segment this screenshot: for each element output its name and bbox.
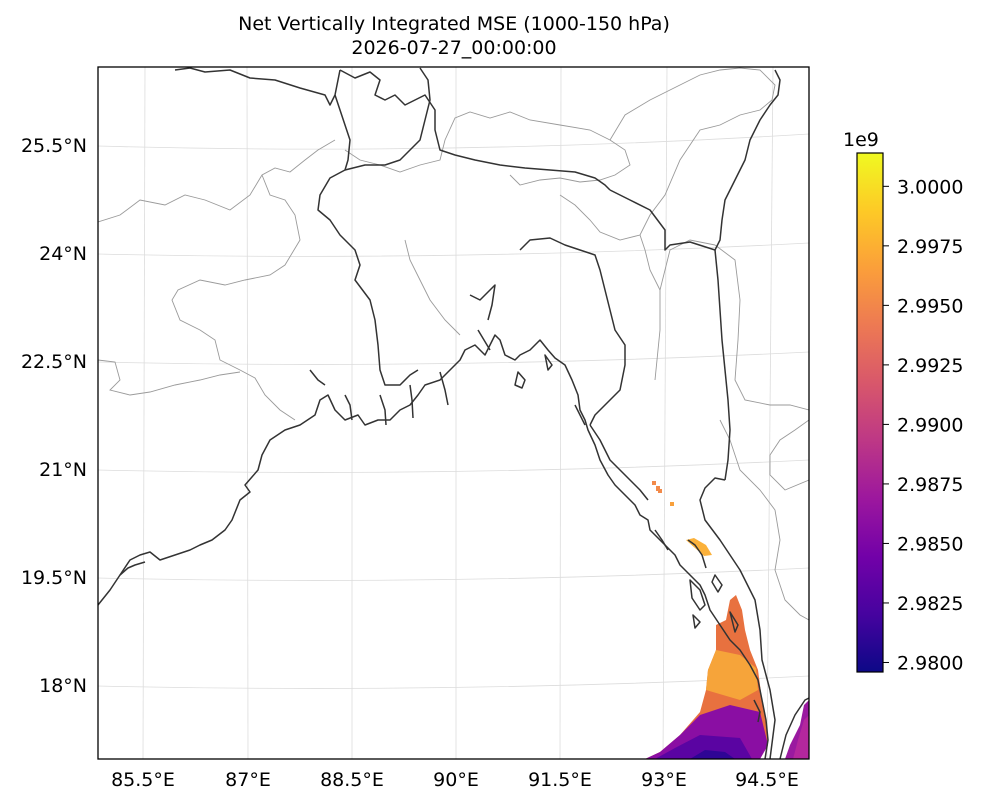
colorbar-bar	[856, 152, 884, 673]
coastline	[729, 611, 739, 633]
coastline	[514, 371, 526, 389]
coastline	[309, 369, 326, 386]
country-boundary	[699, 477, 776, 759]
colorbar-tick-label: 2.9950	[897, 295, 963, 317]
colorbar-multiplier: 1e9	[843, 129, 879, 151]
colorbar-tick-label: 2.9975	[897, 236, 963, 258]
coastline	[574, 404, 586, 426]
state-boundary	[639, 234, 661, 381]
field-cell	[670, 502, 674, 506]
x-tick-label: 94.5°E	[735, 769, 799, 791]
field-cell	[652, 481, 656, 485]
state-boundary	[171, 174, 301, 421]
country-boundary	[519, 237, 626, 426]
state-boundary	[344, 111, 631, 186]
parallel-21	[98, 459, 809, 473]
x-tick-label: 87°E	[225, 769, 271, 791]
map-content	[98, 67, 809, 759]
y-tick-label: 21°N	[39, 459, 87, 481]
x-tick-label: 93°E	[641, 769, 687, 791]
field-cell	[655, 735, 752, 759]
colorbar: 1e9 2.9800 2.9825 2.9850 2.9875 2.9900 2.9925…	[843, 129, 963, 674]
field-cell	[690, 750, 735, 759]
state-boundary	[404, 239, 461, 336]
x-tick-label: 85.5°E	[111, 769, 175, 791]
coastline	[439, 371, 449, 406]
coastline	[692, 614, 701, 629]
colorbar-tick-label: 2.9825	[897, 593, 963, 615]
y-tick-label: 18°N	[39, 675, 87, 697]
parallel-19.5	[98, 567, 809, 581]
colorbar-tick-label: 2.9925	[897, 355, 963, 377]
country-boundary	[609, 69, 781, 251]
coastline	[779, 697, 809, 759]
country-boundary	[317, 94, 419, 386]
meridian-85.5	[142, 67, 146, 759]
state-boundary	[769, 419, 809, 491]
coastline	[409, 384, 414, 419]
map-background	[98, 67, 809, 759]
meridian-91.5	[559, 67, 562, 759]
coastline	[689, 579, 706, 611]
coastline	[654, 529, 669, 551]
country-boundary	[344, 67, 431, 171]
state-boundary	[714, 244, 809, 411]
field-cell	[706, 650, 758, 700]
meridian-94.5	[766, 67, 774, 759]
chart-subtitle: 2026-07-27_00:00:00	[351, 37, 556, 59]
colorbar-ticks: 2.9800 2.9825 2.9850 2.9875 2.9900 2.9925 2.99…	[883, 176, 963, 674]
colorbar-tick-label: 2.9850	[897, 533, 963, 555]
colorbar-tick-label: 3.0000	[897, 176, 963, 198]
state-boundary	[98, 139, 336, 223]
x-axis-ticks: 85.5°E 87°E 88.5°E 90°E 91.5°E 93°E 94.5…	[111, 769, 799, 791]
coastline	[469, 284, 496, 321]
coastline	[687, 539, 707, 569]
meridian-93	[662, 67, 668, 759]
y-axis-ticks: 25.5°N 24°N 22.5°N 21°N 19.5°N 18°N	[21, 135, 87, 697]
state-boundary	[719, 419, 809, 621]
parallel-22.5	[98, 351, 809, 365]
mse-field	[645, 481, 809, 759]
coastline	[379, 394, 387, 426]
country-boundary	[589, 424, 649, 501]
y-tick-label: 22.5°N	[21, 351, 87, 373]
country-boundary	[174, 67, 341, 106]
colorbar-tick-label: 2.9800	[897, 652, 963, 674]
state-boundary	[659, 239, 716, 291]
coastline	[119, 561, 146, 576]
colorbar-tick-label: 2.9900	[897, 414, 963, 436]
state-boundary	[98, 359, 241, 396]
y-tick-label: 19.5°N	[21, 567, 87, 589]
coastline	[753, 699, 761, 723]
state-boundaries	[98, 67, 809, 621]
field-cell	[658, 489, 662, 493]
meridian-87	[246, 67, 249, 759]
coastline	[711, 574, 723, 593]
country-boundary	[714, 249, 731, 481]
field-cell	[793, 715, 809, 759]
coastline	[544, 354, 553, 371]
field-cell	[656, 486, 660, 491]
chart-title: Net Vertically Integrated MSE (1000-150 …	[238, 13, 670, 35]
coastline	[344, 394, 353, 421]
x-tick-label: 90°E	[433, 769, 479, 791]
country-boundaries	[98, 67, 809, 759]
map-frame	[97, 66, 810, 760]
colorbar-tick-label: 2.9875	[897, 474, 963, 496]
coastline	[98, 334, 769, 759]
parallel-25.5	[98, 133, 809, 150]
country-boundary	[339, 69, 611, 191]
x-tick-label: 88.5°E	[320, 769, 384, 791]
x-tick-label: 91.5°E	[528, 769, 592, 791]
coastline	[477, 329, 491, 351]
y-tick-label: 24°N	[39, 243, 87, 265]
state-boundary	[559, 67, 776, 241]
y-tick-label: 25.5°N	[21, 135, 87, 157]
